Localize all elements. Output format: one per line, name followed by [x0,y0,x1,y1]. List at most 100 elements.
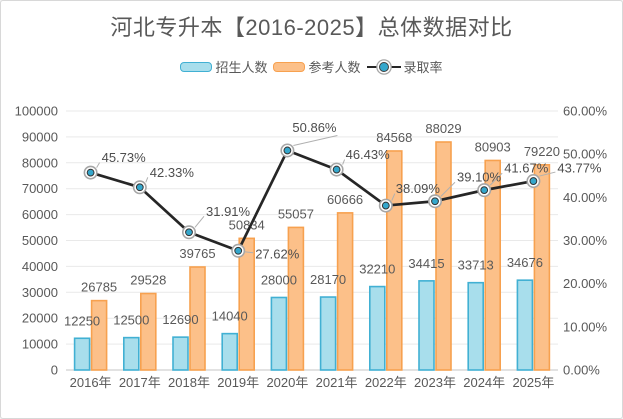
rate-label-leader [145,177,149,183]
bar-examinees-2025年[interactable] [533,164,551,371]
right-axis-tick: 60.00% [563,104,608,119]
legend-item-admission-rate[interactable]: 录取率 [366,57,443,76]
legend-label-enrollment: 招生人数 [215,60,268,75]
rate-marker-dot [234,246,243,255]
bar-enrollment-2018年[interactable] [172,336,189,371]
bar-label-enrollment: 34676 [507,255,543,270]
bar-label-enrollment: 32210 [359,262,395,277]
rate-marker-dot [480,186,489,195]
rate-label-leader [194,215,205,228]
bar-label-examinees: 50834 [229,217,265,232]
left-axis-tick: 10000 [22,337,58,352]
bar-label-enrollment: 28170 [310,272,346,287]
left-axis-tick: 100000 [15,104,58,119]
bar-label-examinees: 80903 [475,139,511,154]
bar-label-examinees: 79220 [524,144,560,159]
rate-label-leader [244,251,254,254]
rate-marker-dot [381,201,390,210]
x-axis-label: 2020年 [266,375,308,390]
legend-line-marker-icon [366,61,401,73]
bar-enrollment-2022年[interactable] [368,285,386,371]
rate-line[interactable] [90,149,534,253]
bar-enrollment-2019年[interactable] [221,332,238,371]
bar-label-enrollment: 12500 [113,313,149,328]
rate-marker-dot [283,146,292,155]
bar-examinees-2020年[interactable] [287,226,305,371]
bar-label-enrollment: 33713 [458,258,494,273]
rate-label: 38.09% [396,181,441,196]
x-axis-label: 2025年 [512,375,554,390]
rate-label-leader [96,162,101,168]
bar-enrollment-2023年[interactable] [418,280,435,371]
left-axis-tick: 30000 [22,285,58,300]
bar-enrollment-2025年[interactable] [516,279,534,371]
x-axis-label: 2017年 [119,375,161,390]
bar-enrollment-2016年[interactable] [73,337,91,371]
bar-label-examinees: 60666 [327,192,363,207]
rate-label: 43.77% [557,161,602,176]
bar-examinees-2024年[interactable] [484,159,502,371]
bar-enrollment-2021年[interactable] [319,296,337,371]
bar-label-examinees: 39765 [179,246,215,261]
rate-label: 41.67% [504,161,549,176]
rate-label-leader [539,171,556,177]
bar-label-examinees: 29528 [130,273,166,288]
rate-label: 42.33% [150,165,195,180]
left-axis-tick: 80000 [22,155,58,170]
bar-examinees-2018年[interactable] [189,266,206,371]
bar-label-enrollment: 28000 [261,272,297,287]
x-axis-label: 2024年 [463,375,505,390]
legend: 招生人数 参考人数 录取率 [1,57,622,76]
legend-swatch-examinees-icon [273,61,306,72]
rate-label: 39.10% [457,170,502,185]
right-axis-tick: 10.00% [563,319,608,334]
legend-swatch-enrollment-icon [180,61,213,72]
bar-examinees-2019年[interactable] [238,237,255,371]
legend-item-examinees[interactable]: 参考人数 [273,57,361,76]
bar-examinees-2021年[interactable] [336,212,354,371]
rate-marker-dot [431,197,439,206]
x-axis-label: 2016年 [70,375,112,390]
bar-enrollment-2024年[interactable] [467,281,485,371]
rate-label-leader [440,181,456,197]
rate-marker-dot [332,165,341,174]
x-axis-label: 2019年 [217,375,259,390]
bar-label-examinees: 55057 [278,206,314,221]
rate-marker-dot [86,168,95,177]
bar-label-enrollment: 34415 [408,256,444,271]
rate-label: 31.91% [206,204,251,219]
left-axis-tick: 50000 [22,233,58,248]
bar-examinees-2017年[interactable] [140,292,157,371]
chart-title: 河北专升本【2016-2025】总体数据对比 [110,15,513,40]
rate-label-leader [342,159,346,165]
x-axis-label: 2018年 [168,375,210,390]
bar-enrollment-2017年[interactable] [123,336,140,371]
bar-label-enrollment: 14040 [212,309,248,324]
x-axis-label: 2023年 [414,375,456,390]
legend-item-enrollment[interactable]: 招生人数 [180,57,267,76]
left-axis-tick: 70000 [22,181,58,196]
bar-examinees-2016年[interactable] [90,299,108,371]
legend-label-examinees: 参考人数 [308,60,361,75]
rate-marker-dot [529,177,538,185]
bar-label-examinees: 88029 [425,121,461,136]
left-axis-tick: 40000 [22,259,58,274]
right-axis-tick: 40.00% [563,190,608,205]
rate-label-leader [391,193,396,201]
right-axis-tick: 30.00% [563,233,608,248]
left-axis-tick: 0 [51,363,58,378]
x-axis-label: 2022年 [365,375,407,390]
left-axis-tick: 60000 [22,207,58,222]
rate-marker-dot [135,183,144,192]
x-axis-label: 2021年 [316,375,358,390]
left-axis-tick: 90000 [22,129,58,144]
right-axis-tick: 50.00% [563,147,608,162]
rate-label-leader [293,134,338,146]
legend-label-admission-rate: 录取率 [403,60,443,75]
rate-label: 50.86% [292,120,337,135]
bar-label-examinees: 26785 [81,280,117,295]
bar-label-enrollment: 12250 [64,313,100,328]
bar-enrollment-2020年[interactable] [270,296,288,371]
rate-marker-dot [185,228,193,237]
